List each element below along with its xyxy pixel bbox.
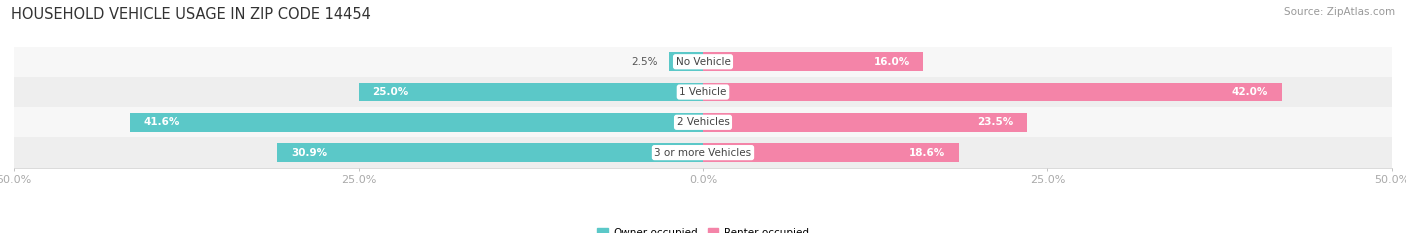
Bar [129, 113, 703, 132]
Bar [14, 107, 1392, 137]
Text: 25.0%: 25.0% [373, 87, 409, 97]
Bar [669, 52, 703, 71]
Text: 30.9%: 30.9% [291, 148, 328, 158]
Text: 2 Vehicles: 2 Vehicles [676, 117, 730, 127]
Text: 16.0%: 16.0% [873, 57, 910, 67]
Bar [703, 83, 1282, 101]
Legend: Owner-occupied, Renter-occupied: Owner-occupied, Renter-occupied [598, 228, 808, 233]
Text: 3 or more Vehicles: 3 or more Vehicles [654, 148, 752, 158]
Text: 1 Vehicle: 1 Vehicle [679, 87, 727, 97]
Text: 18.6%: 18.6% [910, 148, 945, 158]
Text: 2.5%: 2.5% [631, 57, 658, 67]
Bar [703, 113, 1026, 132]
Text: 23.5%: 23.5% [977, 117, 1012, 127]
Text: 41.6%: 41.6% [143, 117, 180, 127]
Bar [703, 52, 924, 71]
Text: Source: ZipAtlas.com: Source: ZipAtlas.com [1284, 7, 1395, 17]
Bar [14, 47, 1392, 77]
Bar [14, 77, 1392, 107]
Bar [277, 143, 703, 162]
Bar [14, 137, 1392, 168]
Text: HOUSEHOLD VEHICLE USAGE IN ZIP CODE 14454: HOUSEHOLD VEHICLE USAGE IN ZIP CODE 1445… [11, 7, 371, 22]
Bar [359, 83, 703, 101]
Text: 42.0%: 42.0% [1232, 87, 1268, 97]
Text: No Vehicle: No Vehicle [675, 57, 731, 67]
Bar [703, 143, 959, 162]
